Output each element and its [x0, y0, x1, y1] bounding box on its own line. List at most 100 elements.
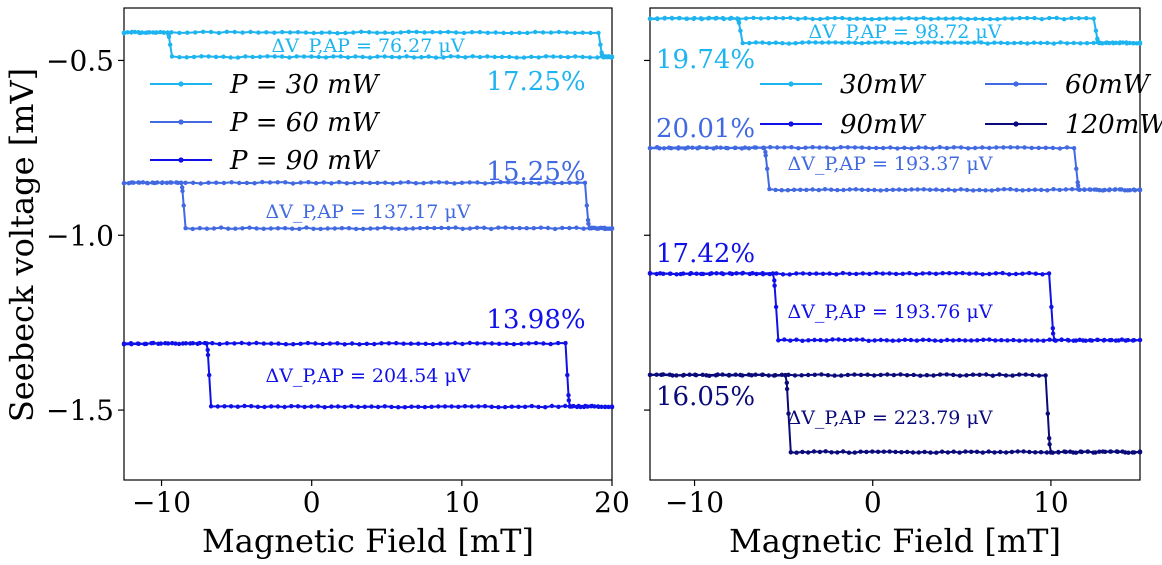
- data-point: [803, 145, 808, 150]
- data-point: [888, 145, 893, 150]
- data-point: [396, 405, 401, 410]
- data-point: [1050, 331, 1056, 336]
- data-point: [565, 55, 571, 60]
- data-point: [964, 373, 969, 378]
- data-point: [1017, 372, 1022, 377]
- data-point: [548, 341, 553, 347]
- data-point: [1111, 41, 1116, 46]
- data-point: [841, 187, 846, 193]
- data-point: [544, 180, 549, 185]
- data-point: [329, 404, 334, 409]
- data-point: [1008, 187, 1013, 192]
- data-point: [136, 30, 141, 35]
- data-point: [551, 54, 556, 59]
- data-point: [332, 226, 337, 231]
- data-point: [823, 449, 828, 454]
- data-point: [872, 338, 877, 343]
- data-point: [1089, 338, 1095, 343]
- data-point: [914, 338, 920, 343]
- data-point: [1065, 337, 1070, 343]
- data-point: [1071, 338, 1076, 343]
- data-point: [923, 145, 928, 150]
- data-point: [899, 16, 904, 21]
- data-point: [232, 29, 237, 35]
- data-point: [460, 341, 465, 347]
- data-point: [853, 40, 858, 45]
- data-point: [401, 341, 406, 346]
- data-point: [180, 188, 185, 194]
- data-point: [977, 372, 982, 377]
- data-point: [305, 340, 311, 346]
- data-point: [536, 55, 541, 60]
- data-point: [859, 41, 865, 46]
- data-point: [1032, 187, 1038, 192]
- data-point: [822, 187, 828, 192]
- data-point: [205, 352, 211, 358]
- data-point: [706, 16, 711, 21]
- data-point: [794, 337, 799, 342]
- data-point: [1047, 337, 1052, 342]
- data-point: [989, 188, 994, 193]
- data-point: [214, 180, 219, 185]
- data-point: [529, 403, 534, 409]
- data-point: [1022, 145, 1027, 150]
- data-point: [139, 30, 145, 35]
- data-point: [944, 372, 949, 377]
- data-point: [436, 404, 441, 409]
- data-point: [190, 180, 196, 185]
- data-point: [397, 55, 402, 60]
- data-point: [880, 271, 885, 276]
- data-point: [1046, 271, 1052, 276]
- data-point: [499, 54, 505, 60]
- data-point: [552, 226, 558, 232]
- data-point: [417, 225, 423, 231]
- data-point: [953, 271, 959, 276]
- data-point: [1091, 40, 1096, 46]
- data-point: [952, 40, 957, 45]
- left-panel: −10 0 10 20 −0.5 −1.0 −1.5 Magnetic Field [mT] 1…: [46, 7, 630, 560]
- data-point: [235, 55, 241, 60]
- legend-label: 30mW: [840, 70, 927, 100]
- data-point: [1084, 16, 1089, 21]
- data-point: [987, 337, 992, 342]
- delta-v-annotation: ΔV_P,AP = 204.54 μV: [265, 365, 470, 387]
- data-point: [932, 338, 938, 343]
- data-point: [1107, 338, 1113, 343]
- data-point: [485, 30, 490, 35]
- data-point: [248, 29, 253, 35]
- data-point: [973, 16, 978, 21]
- plot-frame: [649, 7, 1141, 481]
- data-point: [794, 450, 799, 455]
- data-point: [751, 15, 756, 21]
- data-point: [1029, 145, 1034, 151]
- data-point: [609, 55, 615, 60]
- data-point: [845, 372, 850, 378]
- data-point: [786, 411, 791, 416]
- data-point: [149, 341, 154, 346]
- data-point: [552, 180, 557, 186]
- x-tick-label: −10: [665, 486, 724, 519]
- data-point: [892, 40, 898, 46]
- data-point: [818, 337, 823, 343]
- data-point: [1036, 145, 1041, 151]
- data-point: [1026, 187, 1032, 193]
- data-point: [810, 145, 815, 150]
- data-point: [396, 226, 401, 231]
- data-point: [206, 54, 211, 59]
- data-point: [1075, 183, 1081, 188]
- data-point: [475, 180, 480, 185]
- data-point: [1125, 188, 1130, 193]
- data-point: [699, 271, 704, 277]
- data-point: [1018, 40, 1023, 45]
- data-point: [131, 180, 136, 185]
- data-point: [261, 341, 266, 346]
- data-point: [178, 180, 184, 185]
- data-point: [482, 404, 488, 409]
- data-point: [297, 226, 302, 232]
- data-point: [269, 341, 274, 346]
- data-point: [261, 226, 266, 231]
- data-point: [342, 342, 347, 347]
- data-point: [441, 55, 446, 60]
- data-point: [529, 54, 534, 59]
- data-point: [998, 449, 1003, 455]
